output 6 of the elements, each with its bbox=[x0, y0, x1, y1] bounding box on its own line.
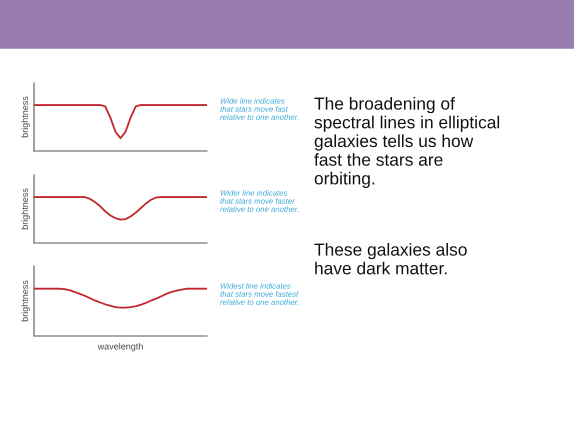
x-axis-title: wavelength bbox=[98, 342, 143, 352]
text: These galaxies also have dark matter. bbox=[314, 243, 467, 274]
text: The broadening of spectral lines in elliptical galaxies tells us how fast the stars are orbiting. bbox=[314, 97, 500, 188]
y-axis-title: brightness bbox=[21, 280, 30, 322]
y-axis-title: brightness bbox=[21, 96, 30, 138]
y-axis-title: brightness bbox=[21, 188, 30, 230]
